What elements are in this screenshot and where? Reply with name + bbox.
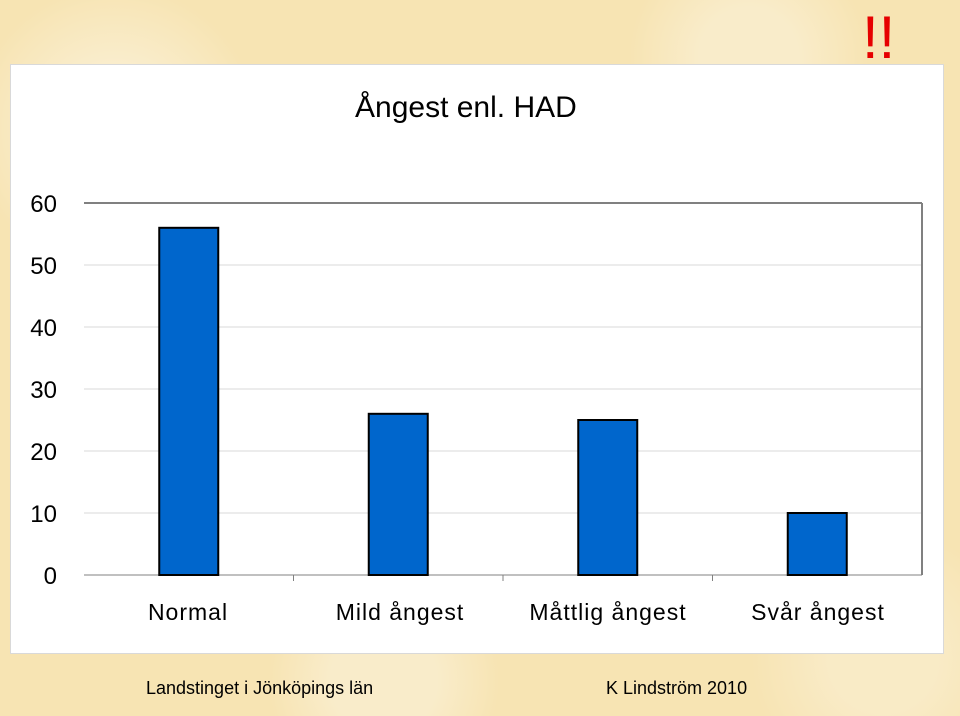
marker-text: !!	[862, 4, 896, 71]
bar	[577, 419, 639, 576]
x-tick-label: Normal	[148, 599, 228, 625]
y-tick-label: 0	[44, 563, 57, 590]
chart-title: Ångest enl. HAD	[355, 91, 577, 124]
gridlines	[84, 202, 923, 581]
y-tick-label: 30	[30, 377, 57, 404]
x-tick-label: Svår ångest	[751, 599, 885, 625]
y-tick-label: 10	[30, 501, 57, 528]
footer-author: K Lindström 2010	[606, 678, 748, 698]
bar	[367, 412, 429, 576]
bars	[158, 226, 848, 577]
x-tick-labels: Normal Mild ångest Måttlig ångest Svår ånge…	[148, 599, 885, 625]
y-tick-label: 60	[30, 191, 57, 218]
y-tick-label: 20	[30, 439, 57, 466]
bar	[158, 226, 220, 577]
x-tick-label: Måttlig ångest	[529, 599, 686, 625]
bar	[786, 512, 848, 576]
y-tick-label: 40	[30, 315, 57, 342]
footer-organization: Landstinget i Jönköpings län	[146, 678, 374, 698]
x-tick-label: Mild ångest	[336, 599, 465, 625]
y-tick-labels: 0 10 20 30 40 50 60	[30, 191, 57, 590]
y-tick-label: 50	[30, 253, 57, 280]
